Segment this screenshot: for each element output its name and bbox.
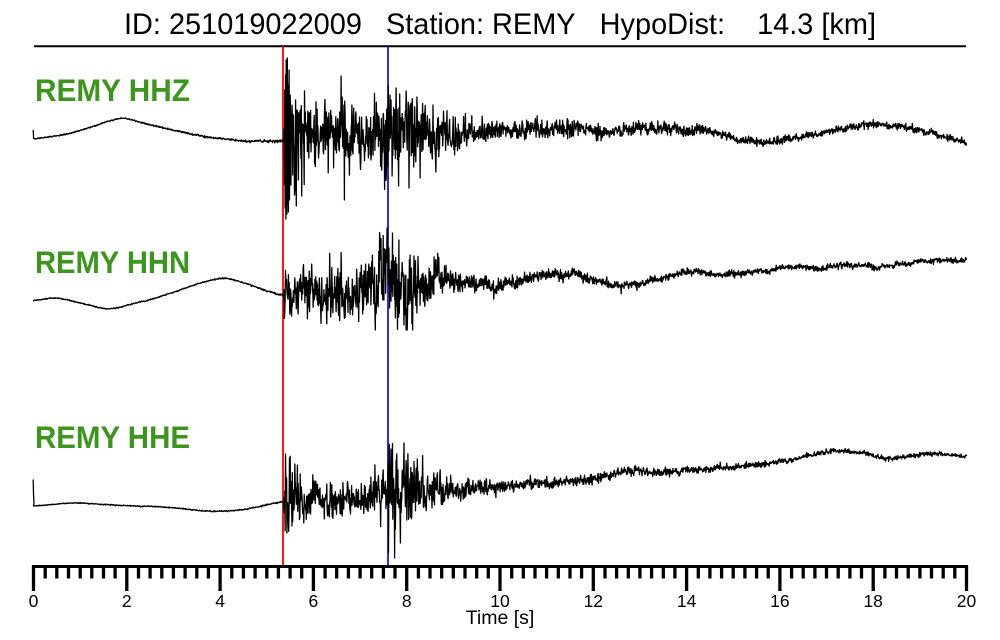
svg-text:REMY HHN: REMY HHN	[35, 244, 190, 280]
svg-text:2: 2	[122, 591, 132, 611]
svg-text:0: 0	[29, 591, 39, 611]
svg-text:6: 6	[309, 591, 319, 611]
svg-text:Time [s]: Time [s]	[466, 607, 535, 629]
svg-text:16: 16	[770, 591, 789, 611]
svg-text:20: 20	[957, 591, 977, 611]
svg-text:18: 18	[863, 591, 882, 611]
svg-text:4: 4	[215, 591, 225, 611]
svg-text:REMY HHE: REMY HHE	[35, 419, 190, 455]
svg-text:14: 14	[677, 591, 697, 611]
svg-text:8: 8	[402, 591, 412, 611]
svg-text:12: 12	[584, 591, 603, 611]
svg-text:REMY HHZ: REMY HHZ	[35, 72, 190, 108]
svg-text:ID: 251019022009 Station: RE: ID: 251019022009 Station: REMY HypoDist:…	[124, 8, 876, 41]
svg-text:10: 10	[490, 591, 510, 611]
